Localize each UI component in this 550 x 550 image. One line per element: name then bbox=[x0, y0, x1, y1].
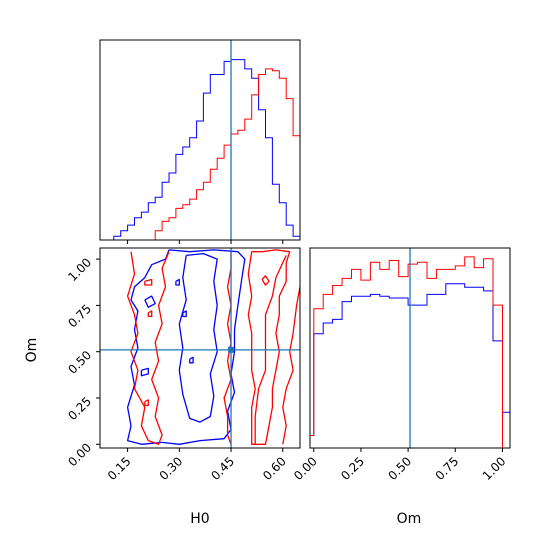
contour-blue-5 bbox=[182, 310, 187, 318]
contour-blue-1 bbox=[178, 252, 218, 423]
truth-marker bbox=[228, 346, 235, 353]
axes-frame bbox=[309, 247, 511, 449]
y-tick-label: 0.50 bbox=[65, 348, 94, 377]
h0-om-joint-contour-panel: 0.15 0.30 0.45 0.60 0.00 0.25 0.50 0.75 1.00 bbox=[65, 247, 301, 483]
x-axis-label-om: Om bbox=[397, 511, 422, 527]
contour-blue-6 bbox=[189, 356, 194, 364]
y-tick-label: 0.00 bbox=[65, 441, 94, 470]
x-tick-label: 0.75 bbox=[433, 454, 462, 483]
contour-red-11 bbox=[282, 286, 300, 445]
contour-red-9 bbox=[247, 249, 291, 445]
histogram-blue-series bbox=[309, 283, 510, 448]
x-tick-label: 0.00 bbox=[291, 454, 320, 483]
om-marginal-histogram-panel: 0.00 0.25 0.50 0.75 1.00 bbox=[291, 247, 511, 483]
contour-red-14 bbox=[144, 399, 149, 407]
histogram-blue-series bbox=[100, 59, 300, 241]
x-tick-label: 0.30 bbox=[157, 454, 186, 483]
contour-red-7 bbox=[126, 251, 170, 445]
x-axis-label-h0: H0 bbox=[190, 511, 209, 527]
x-tick-label: 0.25 bbox=[338, 454, 367, 483]
contour-blue-3 bbox=[140, 367, 149, 377]
axes-frame bbox=[99, 247, 301, 449]
x-tick-label: 1.00 bbox=[480, 454, 509, 483]
histogram-red-series bbox=[100, 68, 300, 241]
contour-blue-4 bbox=[175, 278, 180, 286]
y-tick-label: 1.00 bbox=[65, 255, 94, 284]
y-axis-label-om: Om bbox=[24, 338, 40, 363]
contour-blue-2 bbox=[144, 295, 156, 308]
axes-frame bbox=[99, 39, 301, 241]
x-tick-label: 0.15 bbox=[105, 454, 134, 483]
x-tick-label: 0.60 bbox=[260, 454, 289, 483]
histogram-red-series bbox=[309, 256, 510, 449]
x-tick-label: 0.50 bbox=[385, 454, 414, 483]
contour-red-15 bbox=[261, 275, 270, 286]
contour-group bbox=[126, 249, 300, 445]
contour-blue-0 bbox=[126, 249, 246, 445]
y-tick-label: 0.75 bbox=[65, 302, 94, 331]
contour-red-13 bbox=[147, 310, 153, 318]
contour-red-12 bbox=[144, 278, 153, 286]
h0-marginal-histogram-panel bbox=[99, 39, 301, 244]
contour-red-10 bbox=[254, 255, 287, 445]
x-tick-label: 0.45 bbox=[208, 454, 237, 483]
y-tick-label: 0.25 bbox=[65, 394, 94, 423]
